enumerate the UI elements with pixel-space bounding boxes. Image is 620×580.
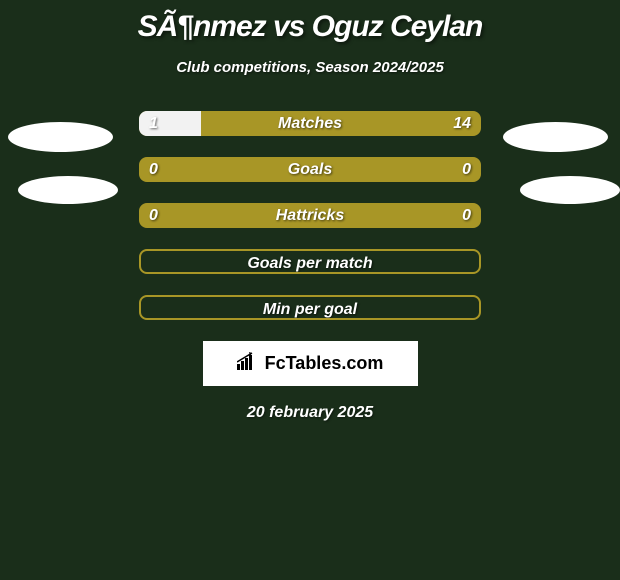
date-text: 20 february 2025	[0, 404, 620, 422]
player-left-avatar-2	[18, 176, 118, 204]
comparison-container: SÃ¶nmez vs Oguz Ceylan Club competitions…	[0, 0, 620, 432]
stat-label: Matches	[139, 111, 481, 136]
logo-text: FcTables.com	[237, 352, 384, 375]
stat-label: Goals	[139, 157, 481, 182]
stat-label: Hattricks	[139, 203, 481, 228]
stat-label: Min per goal	[141, 297, 479, 320]
page-subtitle: Club competitions, Season 2024/2025	[0, 59, 620, 76]
stat-row: 114Matches	[139, 111, 481, 136]
stat-row: 00Hattricks	[139, 203, 481, 228]
stat-label: Goals per match	[141, 251, 479, 274]
page-title: SÃ¶nmez vs Oguz Ceylan	[0, 10, 620, 44]
stat-row: 00Goals	[139, 157, 481, 182]
logo-box: FcTables.com	[203, 341, 418, 386]
player-right-avatar-2	[520, 176, 620, 204]
stat-rows: 114Matches 00Goals 00Hattricks Goals per ma…	[139, 111, 481, 320]
logo-label: FcTables.com	[265, 353, 384, 374]
stat-row: Min per goal	[139, 295, 481, 320]
stat-row: Goals per match	[139, 249, 481, 274]
player-left-avatar-1	[8, 122, 113, 152]
player-right-avatar-1	[503, 122, 608, 152]
chart-icon	[237, 352, 259, 375]
